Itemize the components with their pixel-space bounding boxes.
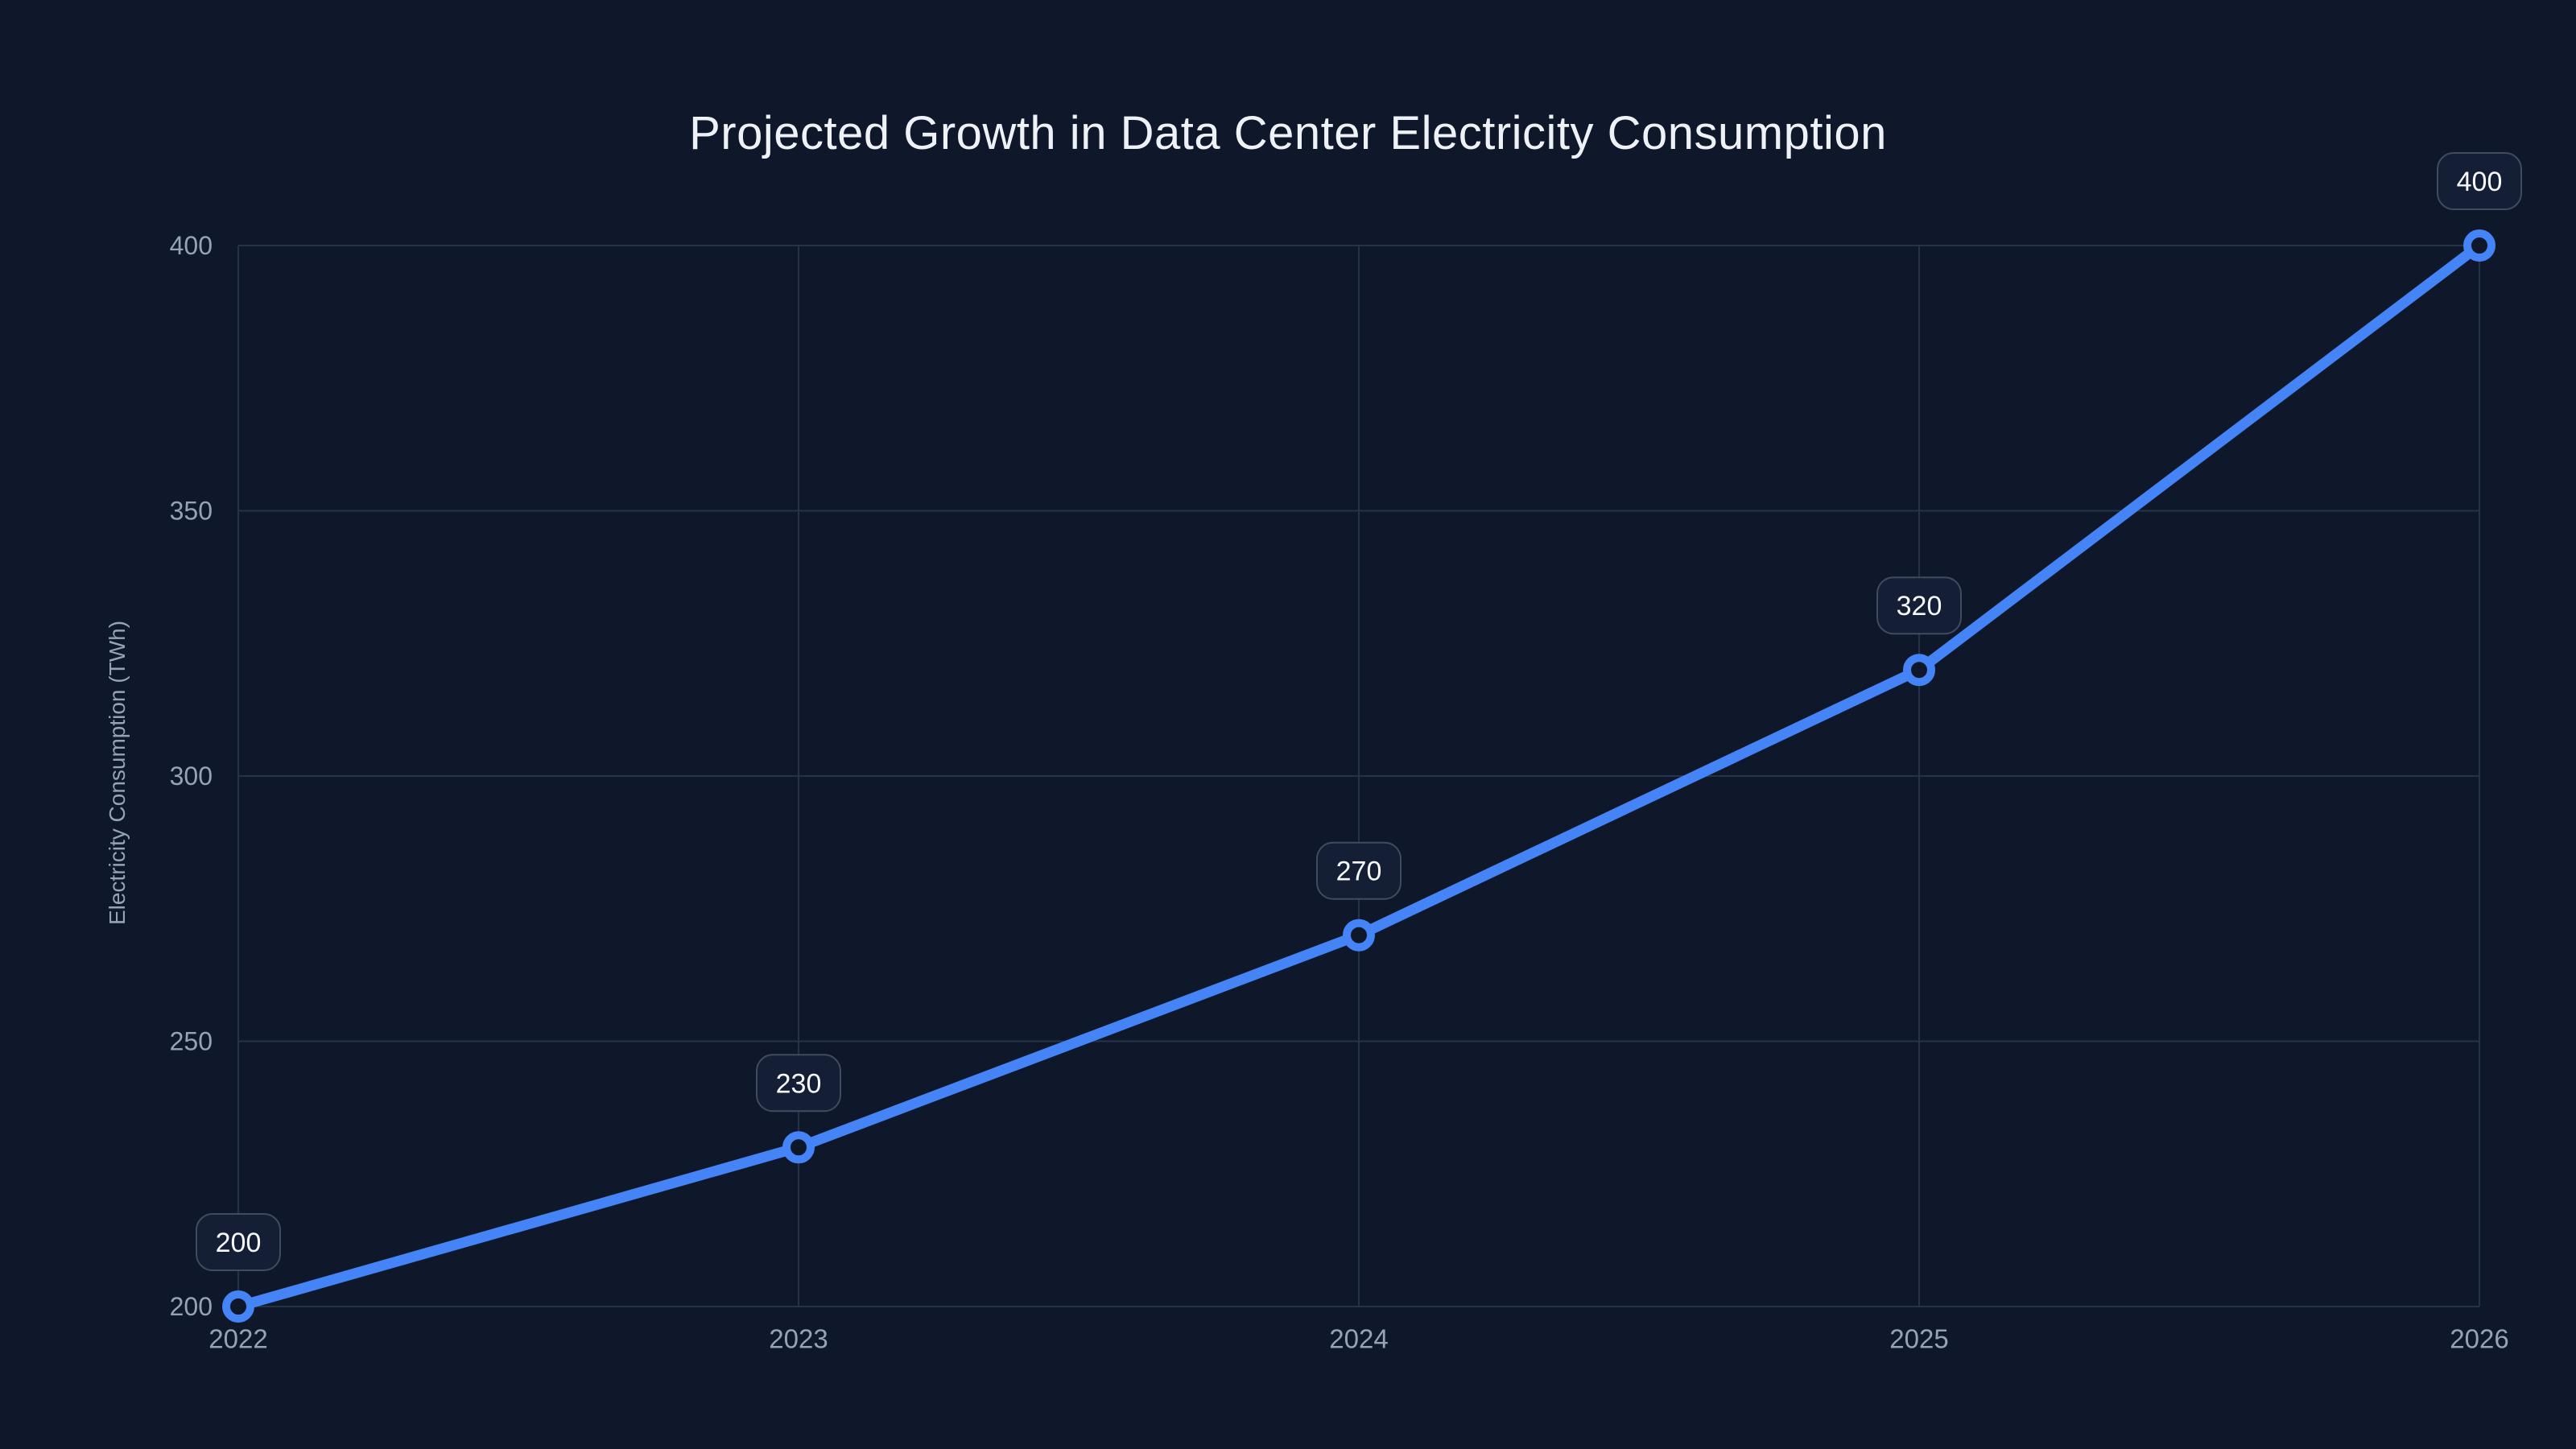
x-axis-tick-label: 2022 bbox=[208, 1324, 267, 1354]
data-point-marker[interactable] bbox=[782, 1131, 815, 1164]
data-label-box bbox=[756, 1054, 841, 1113]
data-label-box bbox=[196, 1213, 281, 1271]
data-label: 200 bbox=[216, 1228, 262, 1258]
data-label-box bbox=[2437, 152, 2522, 210]
data-point-marker[interactable] bbox=[2463, 229, 2496, 262]
y-axis-tick-label: 200 bbox=[170, 1292, 213, 1321]
data-point-marker[interactable] bbox=[222, 1290, 254, 1323]
data-label-box bbox=[1316, 841, 1402, 900]
y-axis-tick-label: 250 bbox=[170, 1027, 213, 1056]
x-axis-tick-label: 2024 bbox=[1329, 1324, 1388, 1354]
y-axis-tick-label: 400 bbox=[170, 231, 213, 260]
x-axis-tick-label: 2023 bbox=[769, 1324, 828, 1354]
data-label: 400 bbox=[2457, 167, 2503, 197]
x-axis-tick-label: 2025 bbox=[1889, 1324, 1948, 1354]
y-axis-tick-label: 350 bbox=[170, 497, 213, 526]
data-label-box bbox=[1876, 576, 1962, 635]
data-point-marker[interactable] bbox=[1903, 654, 1935, 687]
chart-title: Projected Growth in Data Center Electric… bbox=[689, 107, 1887, 159]
y-axis-tick-label: 300 bbox=[170, 762, 213, 791]
x-axis-tick-label: 2026 bbox=[2450, 1324, 2508, 1354]
data-point-marker[interactable] bbox=[1343, 919, 1375, 952]
data-label: 230 bbox=[776, 1068, 822, 1099]
data-label: 270 bbox=[1336, 857, 1382, 887]
data-label: 320 bbox=[1897, 591, 1942, 621]
